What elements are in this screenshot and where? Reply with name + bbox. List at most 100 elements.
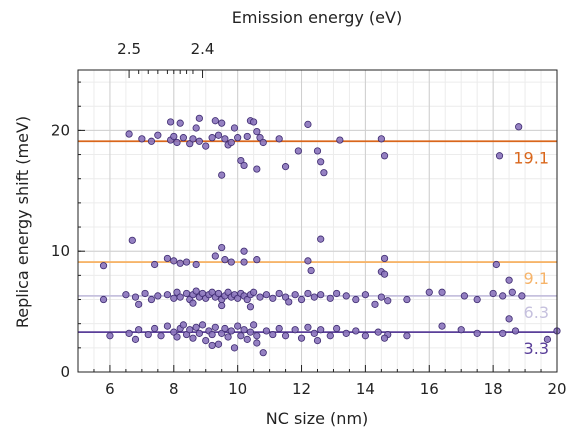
data-point	[317, 158, 325, 166]
tick-labels: 6 8 10 12 14 16 18 20 0 10 20 2.5 2.4	[51, 40, 567, 398]
data-point	[154, 131, 162, 139]
data-point	[361, 291, 369, 299]
data-point	[141, 289, 149, 298]
data-point	[374, 328, 382, 336]
data-point	[285, 298, 293, 306]
data-point	[186, 326, 194, 334]
data-point	[333, 289, 341, 298]
data-point	[237, 332, 245, 340]
data-point	[275, 289, 283, 298]
data-point	[182, 258, 191, 266]
data-point	[543, 335, 552, 343]
data-point	[202, 336, 210, 345]
data-point	[227, 138, 235, 147]
data-point	[147, 137, 156, 145]
data-point	[125, 329, 133, 337]
data-point	[291, 326, 299, 334]
data-point	[333, 324, 341, 333]
data-point	[173, 333, 181, 341]
data-point	[304, 257, 312, 265]
data-point	[508, 288, 516, 296]
data-point	[221, 135, 229, 143]
data-point	[182, 289, 191, 298]
x-tick-label: 12	[292, 380, 311, 398]
data-point	[403, 332, 411, 340]
data-point	[176, 293, 184, 301]
data-point	[317, 291, 325, 299]
data-point	[253, 256, 261, 264]
data-point	[253, 339, 261, 347]
data-point	[99, 262, 108, 270]
data-point	[291, 291, 299, 299]
data-point	[211, 117, 219, 125]
reference-line-label: 3.3	[524, 339, 549, 358]
data-point	[380, 334, 389, 342]
data-point	[313, 147, 322, 155]
top-tick-label: 2.5	[117, 40, 141, 58]
data-point	[144, 330, 152, 339]
reference-line-labels: 19.1 9.1 6.3 3.3	[513, 148, 549, 358]
data-point	[243, 335, 251, 343]
reference-line-label: 6.3	[524, 303, 549, 322]
top-tick-label: 2.4	[191, 40, 215, 58]
data-point	[240, 326, 248, 334]
data-point	[495, 152, 504, 160]
data-point	[131, 335, 140, 343]
data-point	[384, 297, 392, 305]
data-point	[240, 161, 248, 170]
data-point	[192, 124, 200, 132]
data-point	[380, 152, 389, 160]
data-point	[179, 134, 187, 142]
data-point	[218, 243, 226, 252]
data-point	[192, 287, 200, 295]
data-point	[246, 328, 255, 336]
data-point	[259, 138, 267, 147]
y-axis-title: Replica energy shift (meV)	[13, 116, 32, 328]
data-point	[371, 300, 379, 308]
data-point	[304, 289, 312, 298]
data-point	[438, 288, 446, 296]
axis-ticks	[77, 70, 558, 373]
data-point	[218, 119, 226, 127]
data-point	[170, 257, 178, 265]
data-point	[317, 235, 325, 243]
data-point	[304, 120, 312, 128]
data-point	[505, 276, 513, 284]
data-point	[234, 134, 242, 142]
data-points	[99, 114, 561, 357]
x-tick-label: 20	[547, 380, 566, 398]
data-point	[352, 295, 360, 304]
data-point	[246, 303, 255, 311]
data-point	[297, 334, 306, 342]
data-point	[230, 124, 239, 132]
data-point	[189, 135, 197, 143]
data-point	[234, 322, 242, 330]
data-point	[269, 330, 277, 339]
data-point	[317, 326, 325, 334]
data-point	[195, 137, 203, 145]
data-point	[269, 294, 277, 302]
data-point	[163, 322, 172, 330]
data-point	[195, 329, 203, 337]
data-point	[131, 293, 140, 301]
data-point	[192, 323, 200, 331]
x-tick-label: 16	[420, 380, 439, 398]
data-point	[151, 324, 159, 333]
data-point	[154, 292, 162, 300]
data-point	[253, 332, 261, 340]
data-point	[336, 136, 344, 144]
data-point	[310, 329, 318, 337]
data-point	[275, 324, 283, 333]
data-point	[240, 247, 248, 255]
data-point	[250, 288, 258, 296]
data-point	[202, 142, 210, 150]
data-point	[499, 292, 507, 300]
data-point	[135, 300, 143, 308]
data-point	[313, 336, 322, 345]
data-point	[221, 256, 229, 264]
data-point	[243, 132, 251, 141]
data-point	[99, 295, 108, 304]
data-point	[192, 260, 200, 269]
